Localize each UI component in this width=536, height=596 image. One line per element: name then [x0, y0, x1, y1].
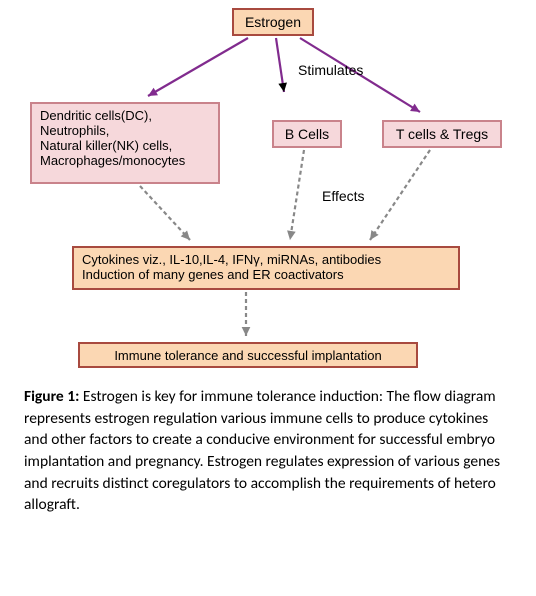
caption-bold: Figure 1: [24, 387, 79, 406]
caption-text: Estrogen is key for immune tolerance ind… [24, 387, 500, 514]
label-stimulates: Stimulates [298, 62, 363, 78]
node-estrogen: Estrogen [232, 8, 314, 36]
node-dendritic: Dendritic cells(DC), Neutrophils, Natura… [30, 102, 220, 184]
node-estrogen-label: Estrogen [245, 14, 301, 30]
node-cytokines: Cytokines viz., IL-10,IL-4, IFNγ, miRNAs… [72, 246, 460, 290]
node-tcells: T cells & Tregs [382, 120, 502, 148]
node-tolerance-label: Immune tolerance and successful implanta… [114, 348, 381, 363]
node-tcells-label: T cells & Tregs [396, 126, 488, 142]
node-dendritic-label: Dendritic cells(DC), Neutrophils, Natura… [40, 108, 185, 168]
node-bcells-label: B Cells [285, 126, 329, 142]
node-tolerance: Immune tolerance and successful implanta… [78, 342, 418, 368]
node-bcells: B Cells [272, 120, 342, 148]
label-effects: Effects [322, 188, 365, 204]
figure-caption: Figure 1: Estrogen is key for immune tol… [24, 386, 514, 516]
flow-arrows [0, 0, 536, 380]
node-cytokines-label: Cytokines viz., IL-10,IL-4, IFNγ, miRNAs… [82, 252, 381, 282]
